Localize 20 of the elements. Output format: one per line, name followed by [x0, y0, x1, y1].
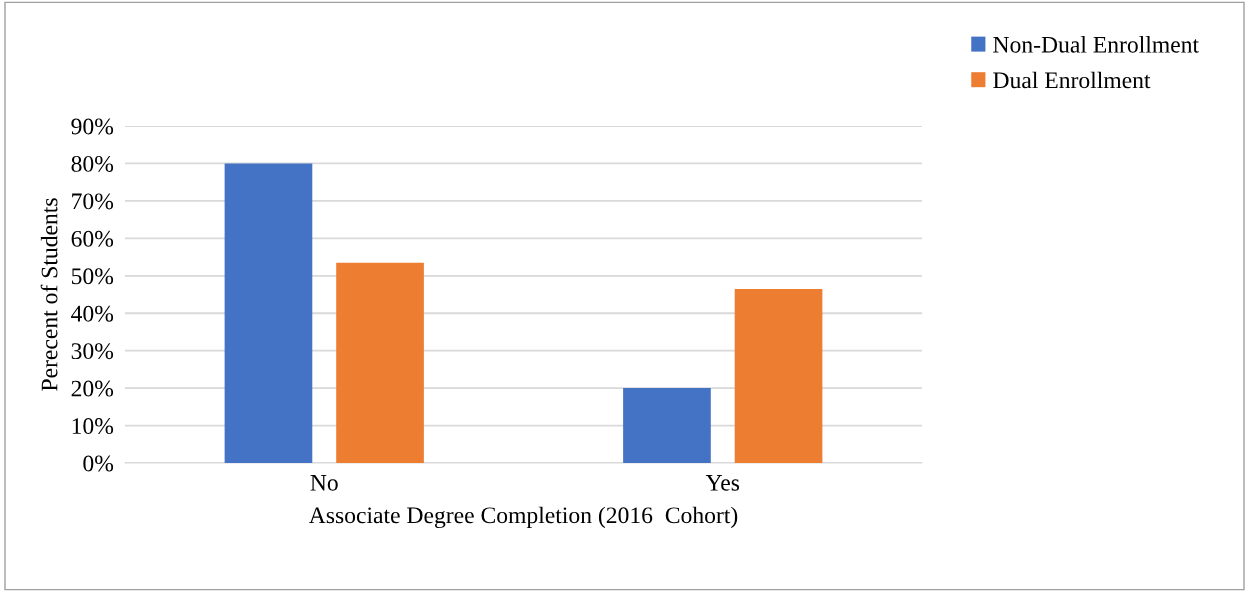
y-tick-label: 0%: [83, 455, 114, 472]
y-axis-title: Perecent of Students: [40, 198, 58, 391]
x-tick-label: Yes: [705, 475, 740, 491]
bar: [336, 262, 424, 463]
x-axis-title: Associate Degree Completion (2016 Cohort): [308, 506, 738, 529]
bar: [623, 388, 711, 463]
y-tick-label: 70%: [72, 193, 114, 210]
legend-label: Dual Enrollment: [993, 71, 1151, 89]
legend-label: Non-Dual Enrollment: [993, 36, 1199, 53]
y-tick-label: 90%: [71, 118, 114, 135]
x-tick-label: No: [310, 475, 338, 491]
y-tick-label: 10%: [72, 418, 114, 435]
y-tick-label: 60%: [71, 230, 114, 247]
y-tick-label: 50%: [71, 268, 114, 285]
bar: [224, 163, 313, 463]
y-tick-label: 20%: [71, 380, 114, 397]
bar: [734, 288, 823, 463]
y-tick-label: 40%: [71, 305, 114, 322]
y-tick-label: 30%: [71, 343, 114, 360]
y-tick-label: 80%: [71, 155, 114, 172]
